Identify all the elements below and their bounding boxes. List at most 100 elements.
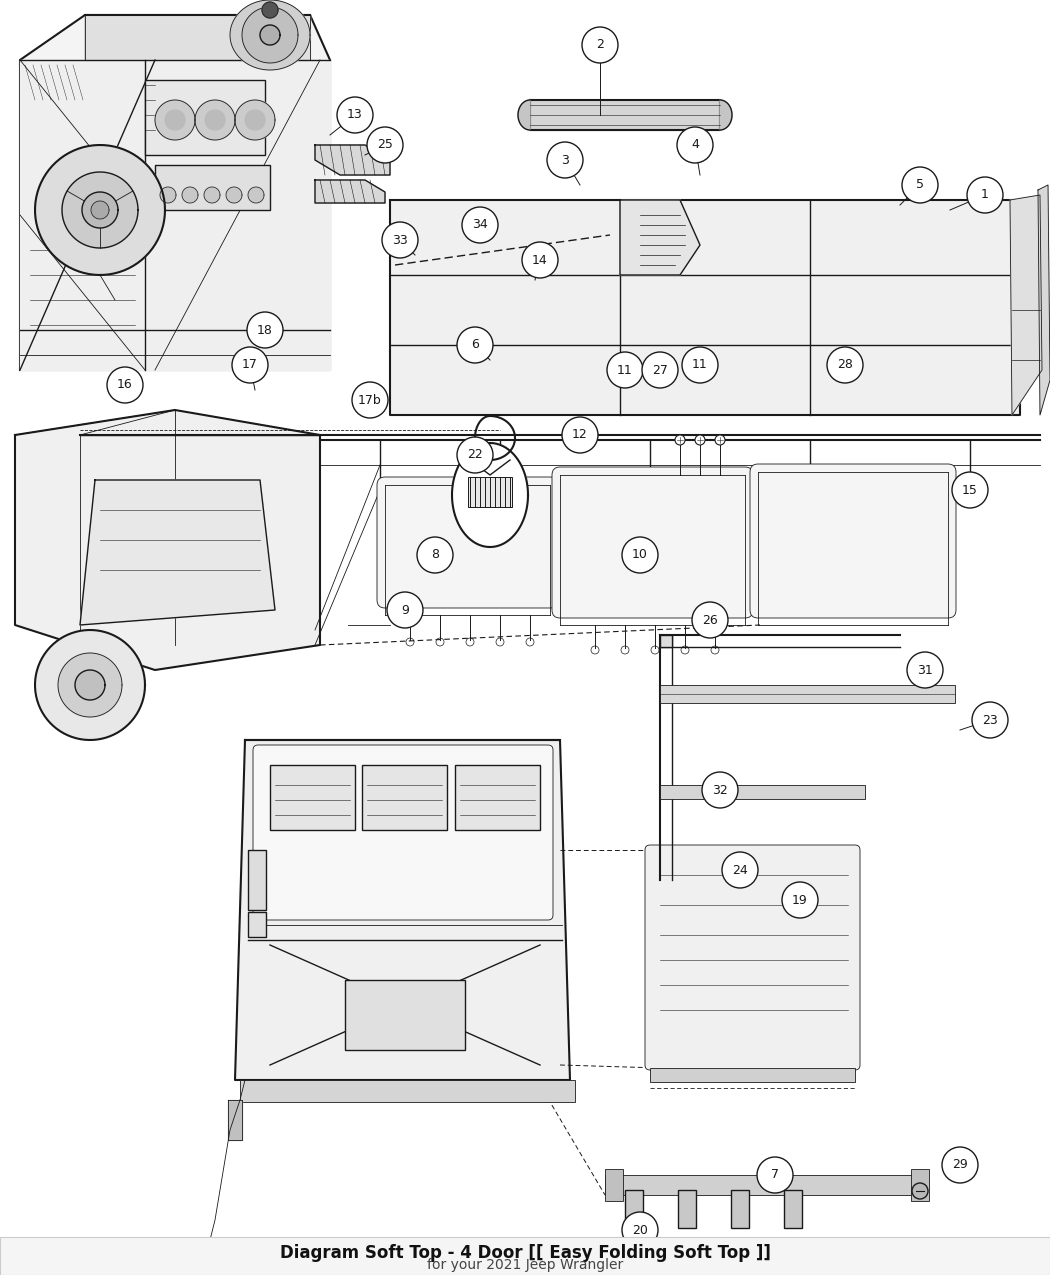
Polygon shape	[518, 99, 530, 130]
Circle shape	[352, 382, 388, 418]
Polygon shape	[195, 99, 235, 140]
Polygon shape	[315, 180, 385, 203]
Bar	[660, 685, 956, 703]
Bar	[605, 1176, 925, 1195]
Text: 24: 24	[732, 863, 748, 876]
Polygon shape	[228, 1100, 242, 1140]
Text: 7: 7	[771, 1168, 779, 1182]
Text: 34: 34	[472, 218, 488, 232]
Polygon shape	[262, 3, 278, 18]
Polygon shape	[20, 60, 330, 370]
Circle shape	[417, 537, 453, 572]
Circle shape	[582, 27, 618, 62]
Circle shape	[607, 352, 643, 388]
Text: 6: 6	[471, 338, 479, 352]
FancyBboxPatch shape	[750, 464, 956, 618]
Polygon shape	[182, 187, 198, 203]
Text: 2: 2	[596, 38, 604, 51]
Polygon shape	[452, 442, 528, 547]
Circle shape	[907, 652, 943, 688]
Polygon shape	[204, 187, 220, 203]
Polygon shape	[260, 26, 280, 45]
Polygon shape	[155, 99, 195, 140]
Bar	[362, 765, 447, 830]
Text: 22: 22	[467, 449, 483, 462]
Text: 31: 31	[917, 663, 932, 677]
Circle shape	[232, 347, 268, 382]
Text: 20: 20	[632, 1224, 648, 1237]
Bar	[240, 1080, 575, 1102]
Polygon shape	[230, 0, 310, 70]
Text: 28: 28	[837, 358, 853, 371]
Bar	[660, 785, 865, 799]
Bar	[650, 1068, 855, 1082]
Text: 4: 4	[691, 139, 699, 152]
Polygon shape	[35, 145, 165, 275]
Circle shape	[462, 207, 498, 244]
Bar	[155, 164, 270, 210]
Circle shape	[695, 435, 705, 445]
Polygon shape	[82, 193, 118, 228]
Polygon shape	[62, 172, 138, 249]
Circle shape	[782, 882, 818, 918]
Circle shape	[247, 312, 284, 348]
Text: 14: 14	[532, 254, 548, 266]
Polygon shape	[242, 6, 298, 62]
Text: 1: 1	[981, 189, 989, 201]
Text: 32: 32	[712, 784, 728, 797]
Text: 26: 26	[702, 613, 718, 626]
Bar	[625, 1190, 643, 1228]
Circle shape	[457, 326, 494, 363]
Circle shape	[942, 1148, 978, 1183]
Polygon shape	[91, 201, 109, 219]
Polygon shape	[160, 187, 176, 203]
Circle shape	[682, 347, 718, 382]
Circle shape	[722, 852, 758, 887]
Circle shape	[677, 128, 713, 163]
Circle shape	[547, 142, 583, 179]
Text: 16: 16	[118, 379, 133, 391]
Circle shape	[522, 242, 558, 278]
Text: 3: 3	[561, 153, 569, 167]
Polygon shape	[235, 740, 570, 1080]
Circle shape	[757, 1156, 793, 1193]
Text: for your 2021 Jeep Wrangler: for your 2021 Jeep Wrangler	[427, 1258, 623, 1272]
Polygon shape	[530, 99, 720, 130]
Circle shape	[972, 703, 1008, 738]
Polygon shape	[1038, 185, 1050, 414]
Text: 17: 17	[243, 358, 258, 371]
Text: 5: 5	[916, 179, 924, 191]
Polygon shape	[1010, 195, 1042, 414]
Bar	[248, 912, 266, 937]
Bar	[605, 1169, 623, 1201]
Polygon shape	[205, 110, 225, 130]
Polygon shape	[248, 187, 264, 203]
Polygon shape	[165, 110, 185, 130]
Polygon shape	[620, 200, 700, 275]
Bar	[784, 1190, 802, 1228]
Text: 23: 23	[982, 714, 997, 727]
Circle shape	[827, 347, 863, 382]
Text: 19: 19	[792, 894, 807, 907]
Circle shape	[642, 352, 678, 388]
Circle shape	[702, 771, 738, 808]
Circle shape	[912, 1183, 928, 1198]
Text: 12: 12	[572, 428, 588, 441]
Bar	[248, 850, 266, 910]
Circle shape	[715, 435, 724, 445]
Polygon shape	[35, 630, 145, 740]
Text: 13: 13	[348, 108, 363, 121]
Bar	[145, 80, 265, 156]
Polygon shape	[245, 110, 265, 130]
Polygon shape	[58, 653, 122, 717]
Circle shape	[692, 602, 728, 638]
Circle shape	[382, 222, 418, 258]
Bar	[731, 1190, 749, 1228]
Bar	[270, 765, 355, 830]
Bar	[660, 635, 672, 646]
Text: Diagram Soft Top - 4 Door [[ Easy Folding Soft Top ]]: Diagram Soft Top - 4 Door [[ Easy Foldin…	[279, 1244, 771, 1262]
FancyBboxPatch shape	[377, 477, 558, 608]
Polygon shape	[720, 99, 732, 130]
Polygon shape	[390, 200, 1020, 414]
Bar	[468, 477, 512, 507]
